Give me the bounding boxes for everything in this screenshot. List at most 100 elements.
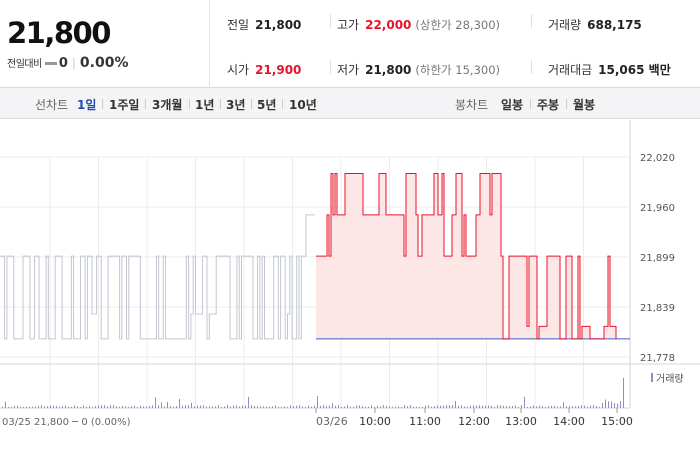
volume-bar [20,406,21,408]
stat-prev-close: 전일 21,800 [227,16,301,33]
volume-bar [611,401,612,408]
volume-bar [542,406,543,408]
period-tab-1y[interactable]: 1년 [195,98,215,112]
x-tick-label: 13:00 [505,415,537,428]
volume-bar [98,405,99,408]
volume-bar [464,406,465,408]
volume-bar [311,406,312,408]
volume-bar [485,405,486,408]
volume-bar [446,405,447,408]
volume-bar [413,406,414,408]
volume-bar [596,405,597,408]
divider [531,60,532,74]
volume-bar [476,405,477,408]
volume-bar [545,406,546,408]
period-tab-3y[interactable]: 3년 [226,98,246,112]
intraday-chart[interactable]: 22,020 21,960 21,899 21,839 21,778 거래량 03/26… [0,120,700,450]
volume-bar [482,405,483,408]
volume-bar [50,405,51,408]
stat-value: 21,800 [255,18,302,32]
volume-bar [536,406,537,408]
volume-bar [560,406,561,408]
stat-amount: 거래대금 15,065 백만 [548,61,671,78]
y-axis-ticks: 22,020 21,960 21,899 21,839 21,778 [640,153,675,364]
volume-bar [230,406,231,408]
volume-bar [338,405,339,408]
volume-bar [263,406,264,408]
volume-bar [71,406,72,408]
change-row: 전일대비 0 | 0.00% [7,55,128,71]
stat-value: 688,175 [587,18,642,32]
volume-bar [278,406,279,408]
volume-bar [254,406,255,408]
volume-bar [44,406,45,408]
volume-bar [551,405,552,408]
volume-bar [14,406,15,408]
volume-bar [128,406,129,408]
volume-bar [95,406,96,408]
volume-bar [266,406,267,408]
volume-bar [440,405,441,408]
volume-bar [323,405,324,408]
period-tab-10y[interactable]: 10년 [289,98,317,112]
candle-tab-monthly[interactable]: 월봉 [573,98,596,112]
x-tick-label: 14:00 [553,415,585,428]
volume-bar [500,405,501,408]
volume-bar [209,406,210,408]
volume-bar [620,400,621,408]
divider: | [71,56,76,70]
stat-value: 22,000 [365,18,412,32]
volume-bar [212,406,213,408]
divider [189,99,190,109]
volume-bar [200,405,201,408]
period-tab-3m[interactable]: 3개월 [152,98,183,112]
volume-bar [143,406,144,408]
volume-bar [617,403,618,408]
volume-bar [47,406,48,408]
volume-bar [242,405,243,408]
volume-bar [206,406,207,408]
volume-bar [191,402,192,408]
period-tab-1w[interactable]: 1주일 [109,98,140,112]
volume-bar [125,406,126,408]
volume-bar [533,405,534,408]
volume-bar [347,405,348,408]
change-value: 0 [58,56,68,71]
volume-bar [539,405,540,408]
volume-bar [521,405,522,408]
period-tab-1d[interactable]: 1일 [77,98,97,112]
volume-bar [149,405,150,408]
volume-bar [356,405,357,408]
volume-bar [398,406,399,408]
stat-value: 15,065 백만 [598,63,671,77]
stat-volume: 거래량 688,175 [548,16,642,33]
prev-day-series [0,214,316,340]
volume-bar [437,405,438,408]
candle-tab-daily[interactable]: 일봉 [501,98,524,112]
volume-bar [353,406,354,408]
change-label: 전일대비 [7,59,42,70]
volume-bar [341,406,342,408]
candle-tab-weekly[interactable]: 주봉 [537,98,560,112]
volume-bar [113,405,114,408]
volume-bar [224,406,225,408]
volume-bar [158,405,159,408]
volume-bar [422,406,423,408]
volume-bar [110,405,111,408]
period-tab-5y[interactable]: 5년 [257,98,277,112]
volume-bar [296,405,297,408]
volume-bar [146,406,147,408]
volume-bar [566,406,567,408]
volume-bar [182,405,183,408]
x-tick-label: 15:00 [601,415,633,428]
volume-bar [236,405,237,408]
volume-bar [233,405,234,408]
volume-bar [8,406,9,408]
today-series-line [316,173,617,340]
volume-bar [602,403,603,408]
volume-bar [401,406,402,408]
volume-bar [377,405,378,408]
stat-label: 고가 [337,18,360,32]
volume-bar [248,396,249,408]
volume-bar [428,405,429,408]
